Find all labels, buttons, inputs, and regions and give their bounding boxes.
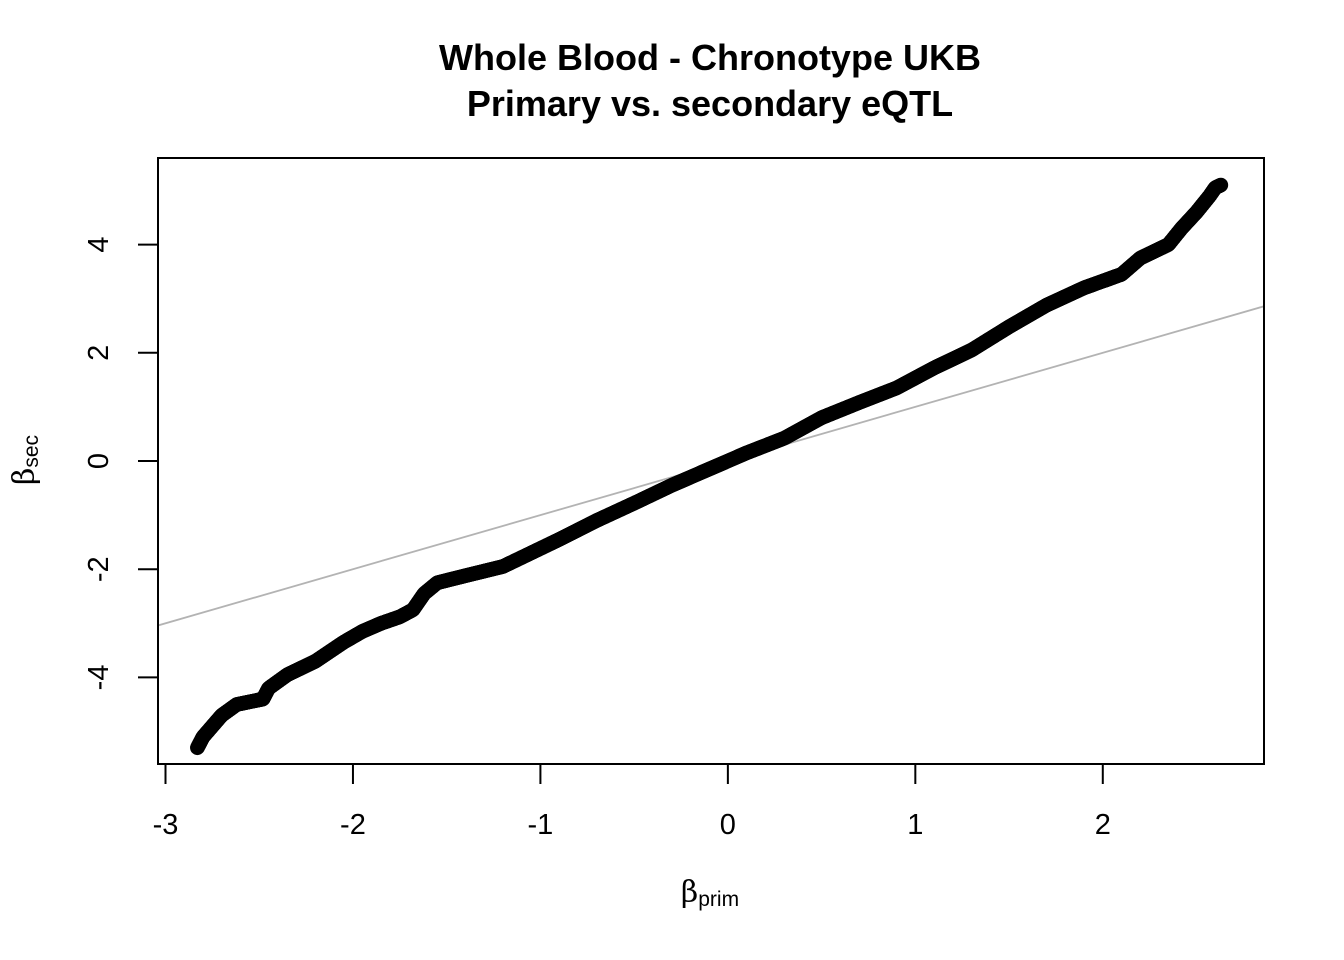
y-tick-label: -4 [83,665,115,691]
x-tick-label: -2 [340,809,366,841]
data-point [1213,177,1229,193]
y-tick-label: 4 [83,237,115,253]
x-axis-symbol: β [681,875,698,910]
y-tick-label: 2 [83,345,115,361]
y-tick-label: 0 [83,453,115,469]
x-tick-label: -1 [528,809,554,841]
x-tick-label: 0 [720,809,736,841]
x-tick-label: -3 [153,809,179,841]
x-tick-label: 2 [1095,809,1111,841]
y-tick-label: -2 [83,556,115,582]
x-axis: -3 -2 -1 0 1 2 [153,763,1111,841]
x-axis-label: βprim [681,875,739,911]
plot-area [158,177,1264,756]
y-axis-subscript: sec [20,435,43,468]
chart-subtitle: Primary vs. secondary eQTL [467,83,953,124]
x-tick-label: 1 [907,809,923,841]
chart-title: Whole Blood - Chronotype UKB [439,37,981,78]
x-axis-subscript: prim [698,888,739,911]
y-axis: -4 -2 0 2 4 [83,237,159,691]
data-points [190,177,1229,756]
y-axis-label: βsec [7,435,43,485]
y-axis-symbol: β [7,468,42,485]
